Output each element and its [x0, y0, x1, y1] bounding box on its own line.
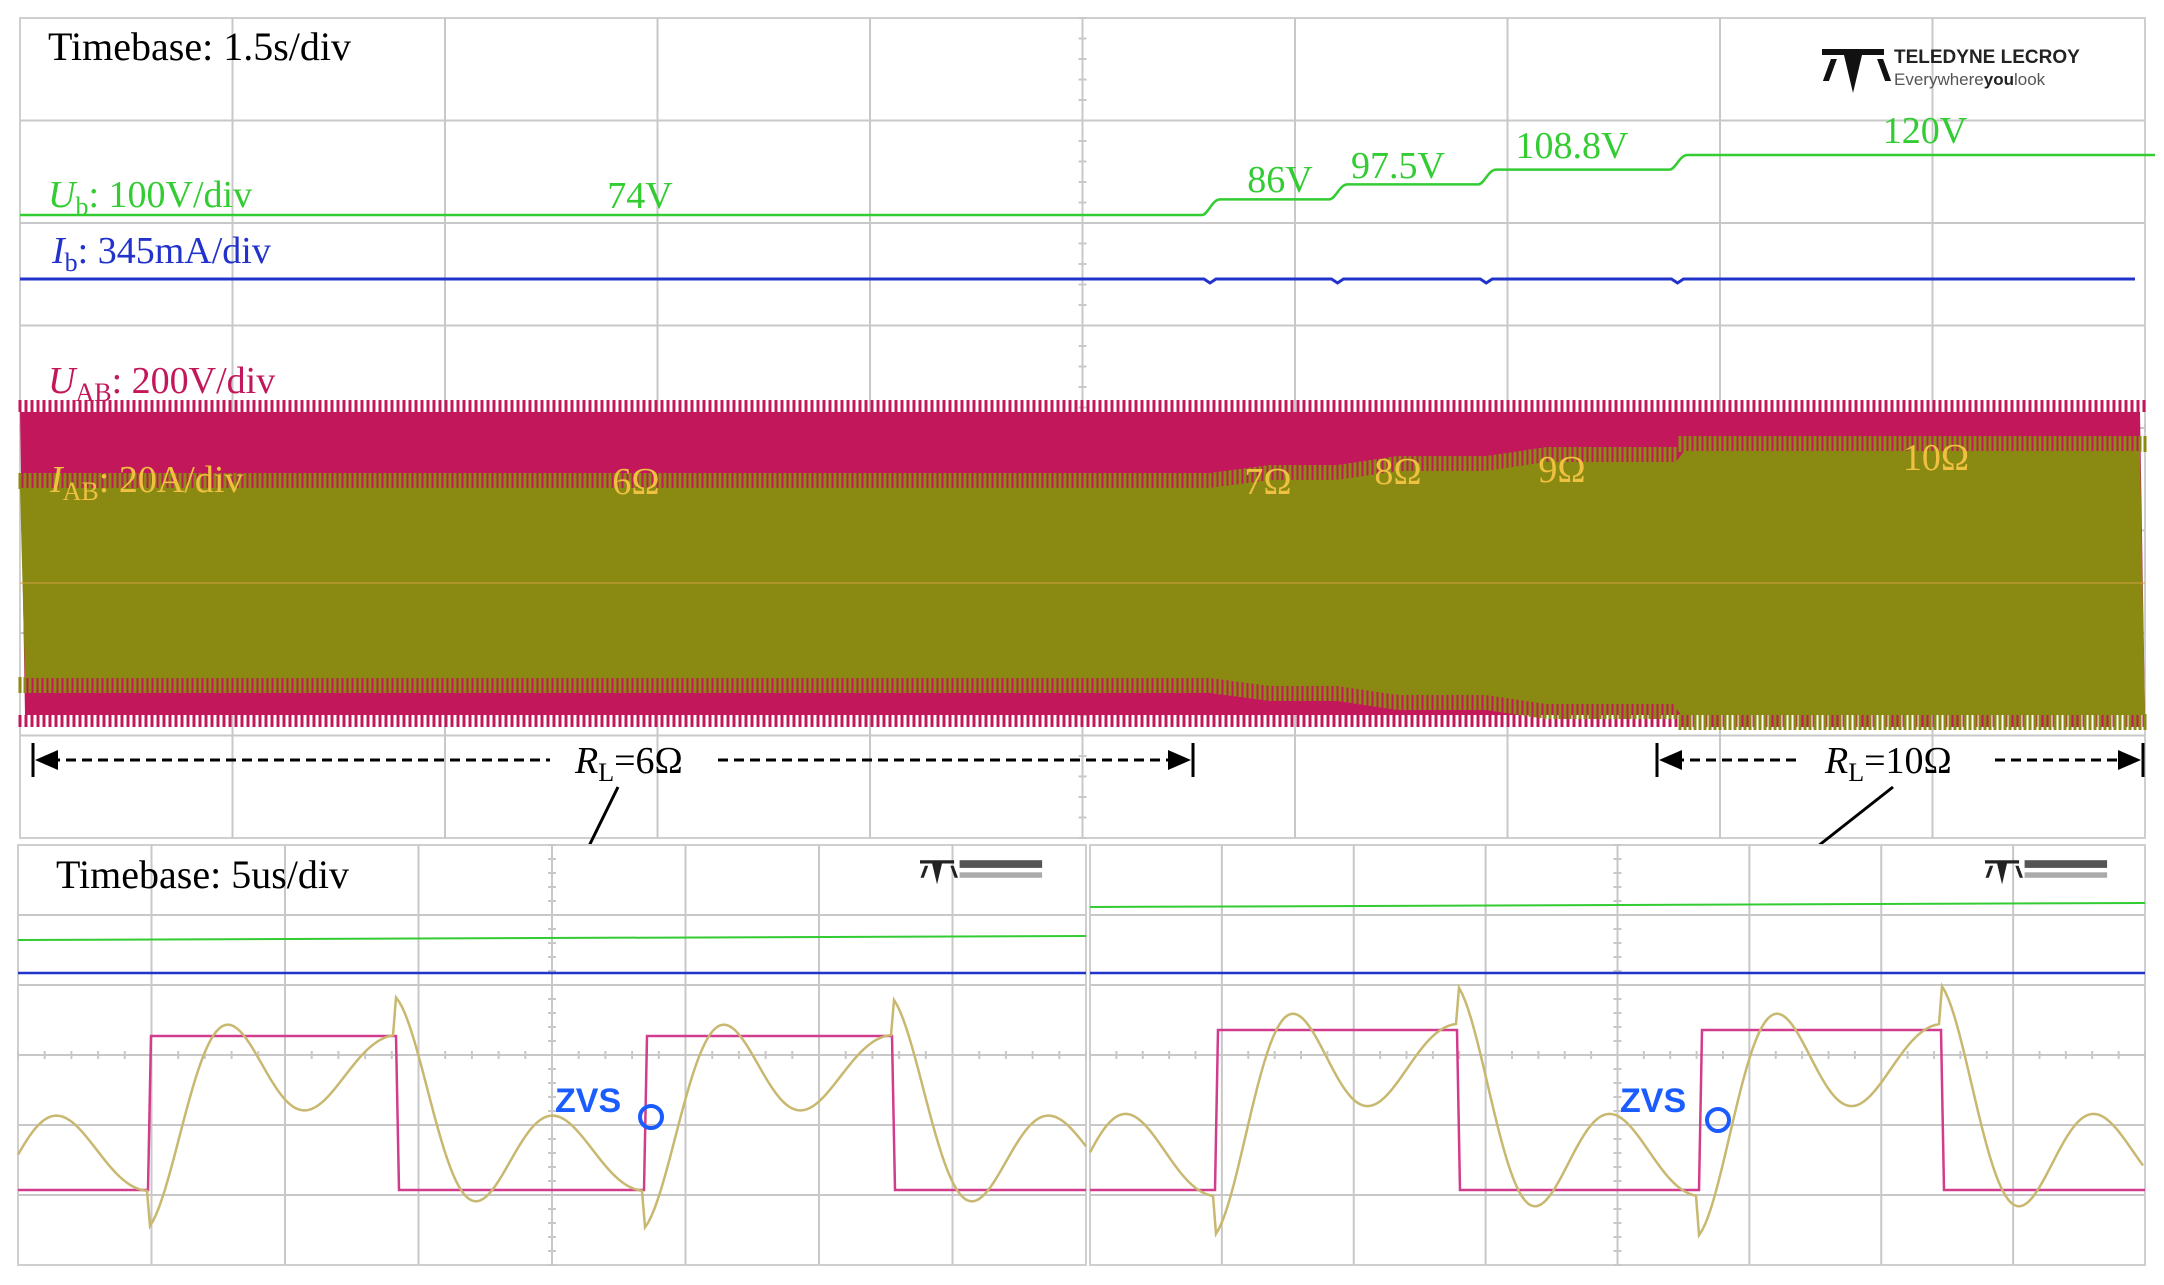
- ub-value-label: 86V: [1247, 159, 1313, 201]
- range-right-label: RL=10Ω: [1824, 740, 1952, 787]
- teledyne-lecroy-logo: TELEDYNE LECROY Everywhereyoulook: [1822, 47, 2080, 93]
- iab-scale-label: IAB: 20A/div: [49, 459, 243, 506]
- logo-mark-icon: [1822, 49, 1884, 93]
- teledyne-lecroy-logo-small: [1985, 860, 2108, 885]
- range-right-annotation: RL=10Ω: [1655, 740, 2145, 880]
- arrowhead-right-icon: [2118, 750, 2141, 770]
- zvs-marker-left: [638, 1104, 664, 1130]
- uab-scale-label: UAB: 200V/div: [48, 360, 275, 407]
- ub-trace: [20, 153, 2155, 217]
- load-value-label: 9Ω: [1538, 449, 1585, 491]
- range-left-annotation: RL=6Ω: [31, 740, 1195, 915]
- iab-waveform-teeth-bottom: [18, 677, 2147, 730]
- load-value-label: 10Ω: [1903, 437, 1969, 479]
- arrowhead-left-icon: [35, 750, 58, 770]
- zvs-label-right: ZVS: [1620, 1082, 1686, 1120]
- teledyne-lecroy-logo-small: [920, 860, 1043, 885]
- ub-value-label: 108.8V: [1516, 125, 1630, 167]
- top-traces: [18, 153, 2155, 730]
- ub-scale-label: Ub: 100V/div: [48, 174, 252, 221]
- zvs-marker-right: [1705, 1107, 1731, 1133]
- ub-value-label: 120V: [1883, 110, 1968, 152]
- ub-value-label: 97.5V: [1351, 145, 1446, 187]
- ib-trace: [20, 277, 2135, 285]
- load-value-labels: 6Ω 7Ω 8Ω 9Ω 10Ω: [612, 437, 1969, 503]
- uab-waveform-teeth-top: [18, 400, 2146, 412]
- bottom-left-ub-trace: [17, 935, 1087, 941]
- bottom-right-uab-trace: [1090, 1028, 2145, 1192]
- iab-waveform-teeth-top: [18, 436, 2147, 489]
- load-value-label: 7Ω: [1244, 461, 1291, 503]
- ub-value-labels: 74V 86V 97.5V 108.8V 120V: [607, 110, 1968, 217]
- arrowhead-left-icon: [1659, 750, 1682, 770]
- range-left-label: RL=6Ω: [574, 740, 683, 787]
- bottom-left-iab-trace: [16, 994, 1087, 1232]
- zvs-label-left: ZVS: [555, 1082, 621, 1120]
- bottom-right-ub-trace: [1089, 902, 2146, 908]
- ub-value-label: 74V: [607, 175, 673, 217]
- bottom-timebase-label: Timebase: 5us/div: [56, 852, 349, 897]
- arrowhead-right-icon: [1168, 750, 1191, 770]
- bottom-right-iab-trace: [1088, 982, 2145, 1239]
- bottom-right-grid: [1089, 844, 2146, 1266]
- bottom-right-scope-panel: ZVS: [1088, 844, 2146, 1266]
- bottom-left-scope-panel: Timebase: 5us/div ZVS: [16, 844, 1087, 1266]
- bottom-left-grid: [17, 844, 1087, 1266]
- logo-tagline: Everywhereyoulook: [1894, 70, 2046, 89]
- logo-text: TELEDYNE LECROY: [1894, 47, 2080, 68]
- top-timebase-label: Timebase: 1.5s/div: [48, 24, 351, 69]
- load-value-label: 6Ω: [612, 461, 659, 503]
- load-value-label: 8Ω: [1374, 451, 1421, 493]
- bottom-left-uab-trace: [18, 1034, 1086, 1192]
- ib-scale-label: Ib: 345mA/div: [51, 230, 271, 277]
